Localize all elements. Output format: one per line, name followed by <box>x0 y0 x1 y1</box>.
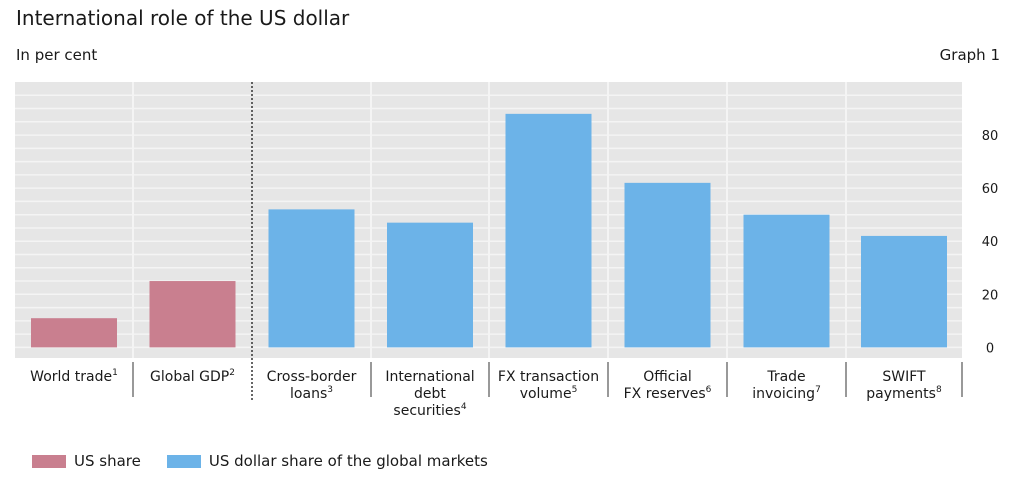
category-label: Official FX reserves6 <box>624 369 712 402</box>
category-label: SWIFT payments8 <box>866 369 942 402</box>
legend: US share US dollar share of the global m… <box>32 452 514 470</box>
legend-label-usd-global: US dollar share of the global markets <box>208 452 488 470</box>
bar <box>743 214 830 348</box>
category-label: World trade1 <box>30 368 118 385</box>
bar <box>624 182 711 348</box>
bar <box>505 113 592 348</box>
graph-number-label: Graph 1 <box>939 46 1000 64</box>
legend-swatch-us-share <box>32 454 66 468</box>
y-tick-label: 0 <box>986 341 994 356</box>
bar <box>387 222 473 348</box>
y-tick-label: 80 <box>982 129 999 144</box>
category-label: FX transaction volume5 <box>498 369 599 402</box>
legend-item-usd-global: US dollar share of the global markets <box>166 452 488 470</box>
legend-swatch-usd-global <box>166 454 201 468</box>
y-tick-label: 60 <box>982 182 999 197</box>
category-label: Cross-border loans3 <box>267 369 357 402</box>
legend-item-us-share: US share <box>32 452 141 470</box>
bar <box>268 209 355 348</box>
category-label: International debt securities4 <box>385 369 474 419</box>
bar <box>149 281 236 348</box>
unit-label: In per cent <box>16 46 98 64</box>
bar-chart: World trade1 Global GDP2 Cross-border loans… <box>15 82 999 419</box>
y-tick-label: 20 <box>982 288 999 303</box>
y-tick-label: 40 <box>982 235 999 250</box>
chart-title: International role of the US dollar <box>16 6 350 30</box>
category-label: Trade invoicing7 <box>752 369 821 402</box>
category-label: Global GDP2 <box>150 368 235 385</box>
bar <box>861 235 947 348</box>
legend-label-us-share: US share <box>74 452 141 470</box>
bar <box>31 318 117 348</box>
